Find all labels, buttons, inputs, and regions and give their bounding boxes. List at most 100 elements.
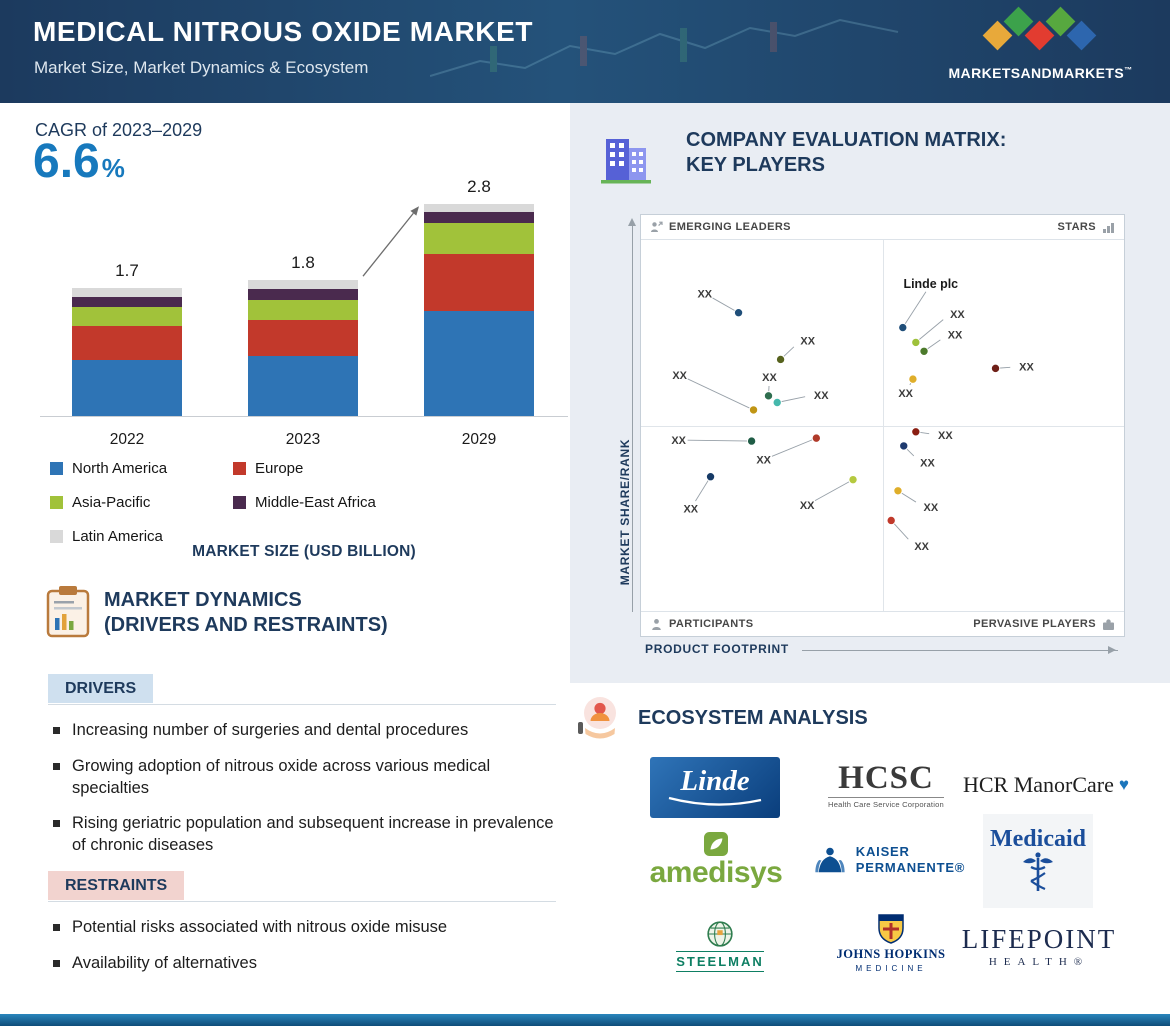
matrix-point — [886, 515, 896, 526]
y-axis-arrow — [628, 218, 636, 612]
matrix-point-label: XX — [898, 388, 913, 400]
matrix-point — [775, 354, 786, 365]
drivers-badge: DRIVERS — [48, 674, 154, 703]
caduceus-icon — [1023, 852, 1053, 891]
cagr-unit: % — [101, 153, 125, 183]
legend-label: Asia-Pacific — [72, 494, 151, 511]
driver-item: Increasing number of surgeries and denta… — [48, 720, 556, 742]
quadrant-label-stars: STARS — [1058, 221, 1115, 234]
matrix-point — [811, 433, 822, 443]
brand-trademark: ™ — [1124, 65, 1133, 75]
connector-line — [687, 378, 754, 411]
market-dynamics-heading: MARKET DYNAMICS (DRIVERS AND RESTRAINTS) — [45, 585, 388, 639]
puzzle-icon — [1103, 618, 1114, 630]
connector-line — [687, 439, 752, 442]
bar-segment — [424, 223, 534, 254]
market-size-caption: MARKET SIZE (USD BILLION) — [192, 543, 416, 560]
quadrant-label-text: PERVASIVE PLAYERS — [973, 618, 1096, 630]
matrix-point-label: XX — [756, 455, 771, 467]
cagr-label: CAGR of 2023–2029 — [35, 120, 203, 140]
drivers-restraints-section: DRIVERS Increasing number of surgeries a… — [48, 674, 556, 988]
quadrant-label-text: STARS — [1057, 221, 1096, 233]
market-dynamics-title: MARKET DYNAMICS (DRIVERS AND RESTRAINTS) — [104, 585, 388, 638]
brand-name-text: MARKETSANDMARKETS — [948, 65, 1125, 81]
legend-item: North America — [50, 460, 233, 477]
kaiser-wordmark: KAISER PERMANENTE® — [856, 844, 965, 877]
logo-steelman: STEELMAN — [668, 920, 772, 972]
building-icon — [601, 139, 651, 184]
legend-swatch — [233, 496, 246, 509]
logo-hcr-manorcare: HCR ManorCare ♥ — [948, 772, 1144, 798]
legend-item: Latin America — [50, 528, 233, 545]
matrix-point — [772, 397, 782, 408]
bar-category-label: 2022 — [109, 431, 145, 448]
brand-name: MARKETSANDMARKETS™ — [949, 65, 1133, 81]
connector-line — [814, 479, 854, 502]
bar-segment — [248, 320, 358, 357]
connector-line — [777, 396, 806, 403]
hcr-wordmark: HCR ManorCare — [962, 772, 1114, 797]
restraints-list: Potential risks associated with nitrous … — [48, 917, 556, 975]
bar-segment — [424, 204, 534, 212]
matrix-point-label: XX — [924, 502, 939, 514]
drivers-header-row: DRIVERS — [48, 674, 556, 705]
bar-segment — [248, 356, 358, 417]
quadrant-label-pervasive-players: PERVASIVE PLAYERS — [973, 618, 1115, 631]
matrix-point-label: Linde plc — [903, 277, 958, 291]
quadrant-label-text: EMERGING LEADERS — [669, 221, 791, 233]
matrix-title: COMPANY EVALUATION MATRIX: KEY PLAYERS — [686, 128, 1136, 178]
legend-label: North America — [72, 460, 168, 477]
bar-segment — [424, 211, 534, 224]
page-subtitle: Market Size, Market Dynamics & Ecosystem — [34, 58, 369, 77]
lifepoint-line2: HEALTH® — [988, 956, 1090, 968]
quadrant-label-text: PARTICIPANTS — [669, 618, 754, 630]
matrix-point-label: XX — [683, 504, 698, 516]
legend-label: Latin America — [72, 528, 163, 545]
matrix-point — [990, 363, 1001, 374]
matrix-point-label: XX — [762, 372, 777, 384]
matrix-point — [848, 474, 858, 485]
matrix-point — [748, 405, 759, 415]
shield-icon — [878, 914, 904, 944]
logo-hcsc: HCSC Health Care Service Corporation — [826, 762, 946, 809]
page-title: MEDICAL NITROUS OXIDE MARKET — [33, 16, 534, 47]
amedisys-wordmark: amedisys — [649, 856, 783, 889]
legend-item: Middle-East Africa — [233, 494, 416, 511]
clipboard-icon — [46, 586, 90, 638]
matrix-point — [899, 441, 909, 451]
matrix-point-label: XX — [800, 500, 815, 512]
medicaid-wordmark: Medicaid — [990, 826, 1086, 852]
bar-category-label: 2029 — [461, 431, 497, 448]
leader-icon — [651, 221, 663, 232]
matrix-bottom-strip: PARTICIPANTS PERVASIVE PLAYERS — [641, 611, 1124, 636]
linde-swoosh — [668, 796, 762, 806]
matrix-point — [733, 308, 744, 318]
restraint-item: Potential risks associated with nitrous … — [48, 917, 556, 939]
cagr-value: 6.6% — [33, 138, 125, 186]
globe-icon — [707, 921, 733, 947]
kaiser-line2: PERMANENTE® — [855, 860, 966, 876]
hcsc-subtext: Health Care Service Corporation — [828, 797, 944, 809]
matrix-title-line1: COMPANY EVALUATION MATRIX: — [686, 129, 1007, 151]
matrix-point-label: XX — [1019, 362, 1034, 374]
linde-wordmark: Linde — [680, 765, 750, 797]
matrix-top-strip: EMERGING LEADERS STARS — [641, 215, 1124, 240]
matrix-x-axis-label: PRODUCT FOOTPRINT — [645, 642, 789, 656]
matrix-point-label: XX — [672, 370, 687, 382]
cagr-number: 6.6 — [33, 135, 100, 188]
matrix-point — [919, 346, 929, 357]
connector-line — [915, 319, 944, 343]
bar-chart: 1.7 2022 1.8 2023 2.8 2029 — [40, 165, 568, 448]
legend-swatch — [233, 462, 246, 475]
logo-kaiser-permanente: KAISER PERMANENTE® — [806, 844, 972, 877]
matrix-point — [893, 486, 903, 496]
bar-segment — [72, 287, 182, 297]
bar-segment — [72, 296, 182, 307]
matrix-point — [763, 391, 774, 401]
matrix-point — [898, 322, 908, 333]
heart-icon: ♥ — [1118, 775, 1129, 794]
restraints-badge: RESTRAINTS — [48, 870, 185, 900]
legend-label: Europe — [255, 460, 304, 477]
ecosystem-heading: ECOSYSTEM ANALYSIS — [576, 694, 868, 742]
